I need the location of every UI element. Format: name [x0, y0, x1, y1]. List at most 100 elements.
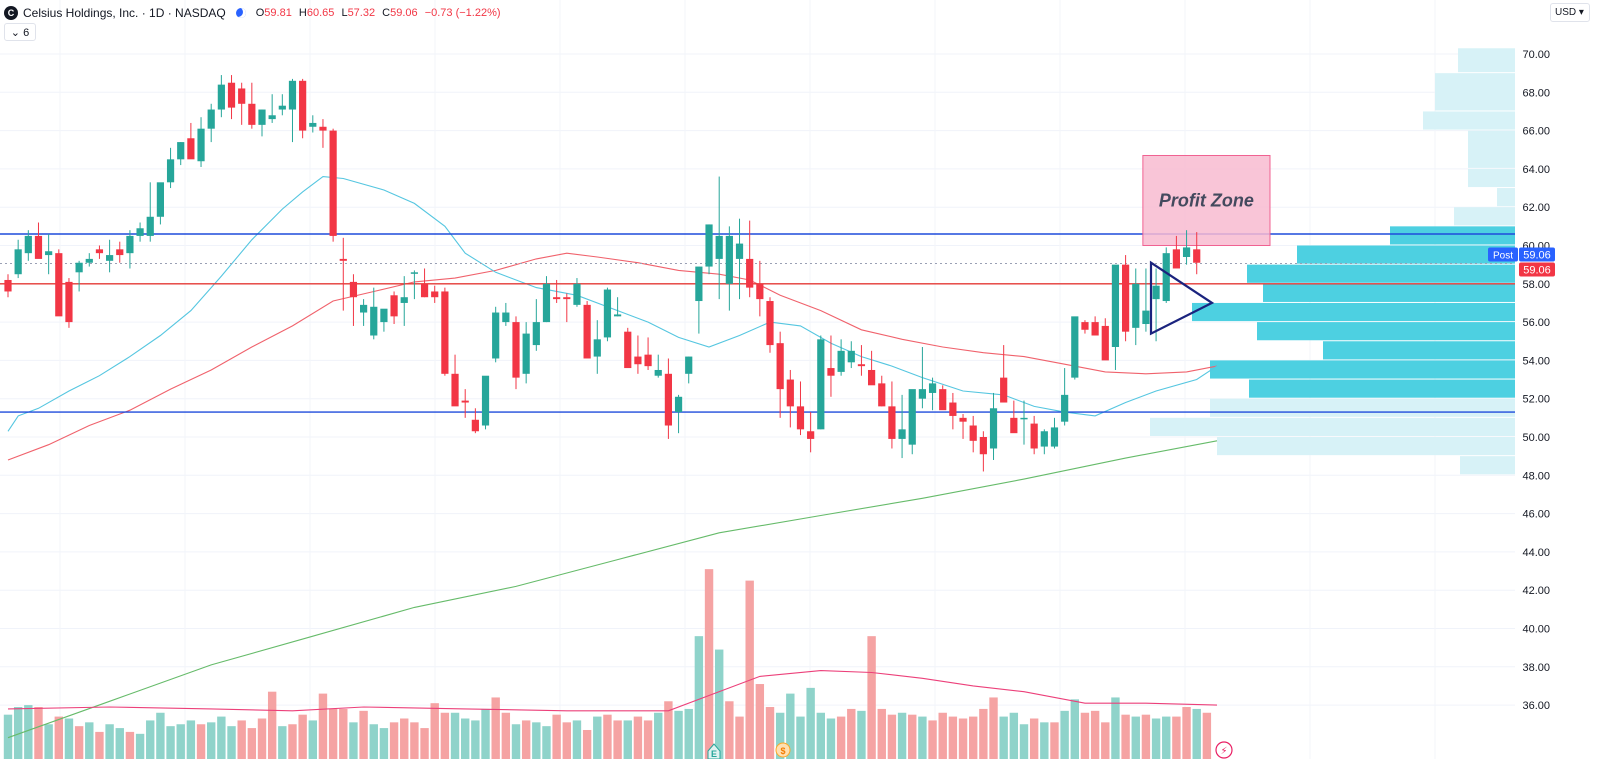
volume-bar: [1202, 712, 1212, 759]
candle: [786, 369, 794, 428]
candle: [512, 316, 520, 390]
candle-body: [735, 243, 744, 259]
triangle-drawing[interactable]: [1149, 260, 1215, 336]
candle-body: [553, 297, 561, 300]
candle: [85, 253, 93, 267]
volume-bar: [146, 720, 155, 759]
volume-bar: [176, 724, 185, 759]
volume-bar: [989, 697, 998, 759]
post-label-badge: [1488, 247, 1518, 262]
candle-body: [908, 389, 916, 445]
candle-body: [258, 109, 266, 125]
candle: [776, 331, 784, 418]
price-tick-label: 42.00: [1522, 585, 1550, 597]
volume-bar: [217, 716, 226, 759]
candle-body: [1142, 310, 1150, 325]
candle-body: [542, 283, 551, 323]
dividend-event-glyph: $: [780, 746, 785, 756]
volume-bar: [765, 707, 775, 759]
volume-bar: [3, 714, 13, 759]
candle: [258, 109, 266, 137]
candle-body: [868, 369, 876, 386]
volume-profile-bar: [1249, 379, 1515, 398]
candle: [288, 78, 297, 143]
profit-zone-box[interactable]: [1142, 154, 1271, 246]
candle: [756, 260, 764, 317]
volume-bar: [511, 724, 521, 759]
high-value: 60.65: [306, 7, 335, 19]
candle: [278, 94, 286, 116]
candle: [705, 224, 713, 275]
volume-bar: [1070, 699, 1079, 759]
candle: [624, 327, 632, 369]
candle-body: [1030, 423, 1038, 449]
candle-body: [583, 304, 591, 359]
volume-bar: [85, 722, 94, 759]
candle-body: [979, 437, 987, 455]
candle-body: [451, 373, 459, 407]
candle: [979, 431, 987, 472]
candle: [1000, 345, 1008, 403]
candle: [451, 354, 459, 407]
candle: [1091, 316, 1099, 336]
price-tick-label: 46.00: [1522, 509, 1550, 521]
event-markers[interactable]: E $ ⚡: [707, 741, 1233, 759]
candle-body: [278, 105, 286, 110]
candle-body: [857, 364, 866, 367]
candle-body: [268, 115, 276, 120]
candle: [339, 237, 347, 311]
volume-profile-bar: [1323, 341, 1515, 360]
volume-profile-bar: [1497, 188, 1515, 207]
volume-bar: [64, 718, 74, 759]
currency-select[interactable]: USD ▾: [1550, 3, 1590, 22]
candle-body: [14, 249, 22, 275]
price-tick-label: 58.00: [1522, 279, 1550, 291]
volume-bar: [887, 714, 897, 759]
price-tick-label: 70.00: [1522, 49, 1550, 61]
price-axis[interactable]: 36.00 38.00 40.00 42.00 44.00 46.00 48.00 50.00…: [1488, 49, 1555, 712]
candle-body: [106, 255, 114, 261]
candle-body: [217, 84, 225, 110]
candle: [563, 293, 571, 323]
volume-bar: [461, 718, 470, 759]
candle: [837, 339, 845, 376]
candle: [735, 218, 744, 300]
volume-bar: [257, 718, 267, 759]
candle-body: [1162, 253, 1170, 302]
candle: [329, 128, 337, 242]
candle: [949, 392, 957, 430]
candle: [888, 381, 896, 449]
candle: [431, 285, 439, 303]
candle-body: [989, 408, 998, 449]
volume-bar: [1029, 718, 1039, 759]
volume-bar: [34, 707, 43, 759]
volume-bar: [105, 724, 114, 759]
candle: [420, 268, 429, 298]
chart-legend: C Celsius Holdings, Inc. · 1D · NASDAQ O…: [4, 4, 505, 22]
volume-bar: [186, 720, 196, 759]
volume-bar: [135, 733, 145, 759]
candle: [766, 297, 774, 353]
volume-bar: [156, 712, 165, 759]
candle: [502, 302, 510, 326]
candle: [24, 230, 32, 261]
candle-body: [309, 122, 317, 127]
volume-bar: [74, 726, 84, 759]
sma50-line: [7, 252, 1218, 461]
candle-body: [918, 389, 926, 399]
symbol-title[interactable]: Celsius Holdings, Inc. · 1D · NASDAQ: [23, 6, 226, 20]
candle-body: [746, 258, 754, 288]
price-tick-label: 68.00: [1522, 87, 1550, 99]
volume-bar: [633, 716, 643, 759]
candle: [166, 147, 175, 189]
indicators-toggle-button[interactable]: ⌄ 6: [4, 23, 36, 41]
candle: [634, 335, 642, 374]
volume-bar: [267, 691, 277, 759]
profit-zone[interactable]: Profit Zone: [1142, 154, 1271, 246]
candle: [969, 415, 977, 453]
volume-bar: [339, 708, 348, 759]
ohlc-values: O59.81 H60.65 L57.32 C59.06 −0.73 (−1.22…: [256, 7, 505, 19]
candle: [918, 346, 926, 409]
price-tick-label: 56.00: [1522, 317, 1550, 329]
